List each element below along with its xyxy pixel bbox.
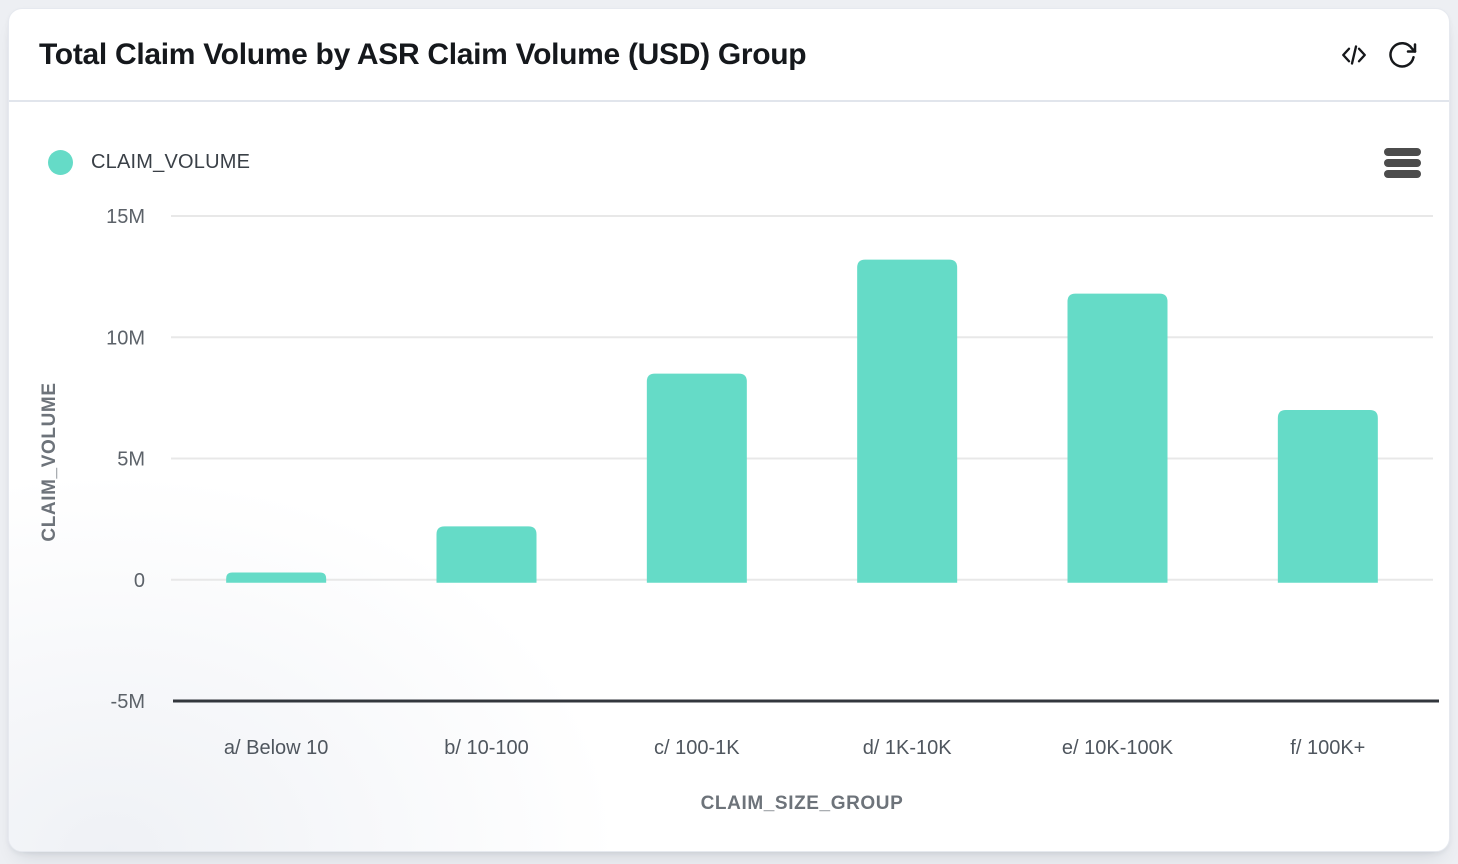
bar[interactable] — [1067, 293, 1168, 583]
legend-item-claim-volume[interactable]: CLAIM_VOLUME — [48, 150, 250, 175]
legend-label: CLAIM_VOLUME — [91, 151, 251, 173]
bar[interactable] — [226, 572, 327, 583]
y-tick-label: 10M — [106, 327, 145, 349]
chart-svg: 15M 10M 5M 0 -5M a/ Below 10 b/ 10-100 c/ 100-1… — [39, 206, 1439, 814]
refresh-icon[interactable] — [1385, 38, 1419, 72]
header-actions — [1337, 38, 1419, 72]
bar[interactable] — [646, 373, 747, 583]
x-tick-label: e/ 10K-100K — [1062, 737, 1174, 759]
bar[interactable] — [436, 526, 537, 583]
x-tick-label: a/ Below 10 — [224, 737, 329, 759]
x-tick-label: d/ 1K-10K — [863, 737, 953, 759]
bar[interactable] — [857, 259, 958, 583]
x-tick-label: f/ 100K+ — [1290, 737, 1365, 759]
y-tick-label: 5M — [117, 449, 145, 471]
y-tick-label: 15M — [106, 206, 145, 228]
chart-title: Total Claim Volume by ASR Claim Volume (… — [39, 37, 807, 71]
chart-card: Total Claim Volume by ASR Claim Volume (… — [8, 8, 1450, 852]
y-axis-title: CLAIM_VOLUME — [39, 382, 60, 541]
chart-region: 15M 10M 5M 0 -5M a/ Below 10 b/ 10-100 c/ 100-1… — [9, 102, 1449, 851]
x-tick-label: c/ 100-1K — [654, 737, 740, 759]
card-header: Total Claim Volume by ASR Claim Volume (… — [9, 9, 1449, 102]
bar[interactable] — [1277, 410, 1378, 583]
y-tick-label: -5M — [111, 691, 145, 713]
code-icon[interactable] — [1337, 38, 1371, 72]
x-axis-title: CLAIM_SIZE_GROUP — [701, 793, 904, 814]
legend-dot-icon — [48, 150, 73, 175]
y-tick-label: 0 — [134, 570, 145, 592]
hamburger-icon[interactable] — [1384, 148, 1421, 178]
x-tick-label: b/ 10-100 — [444, 737, 529, 759]
